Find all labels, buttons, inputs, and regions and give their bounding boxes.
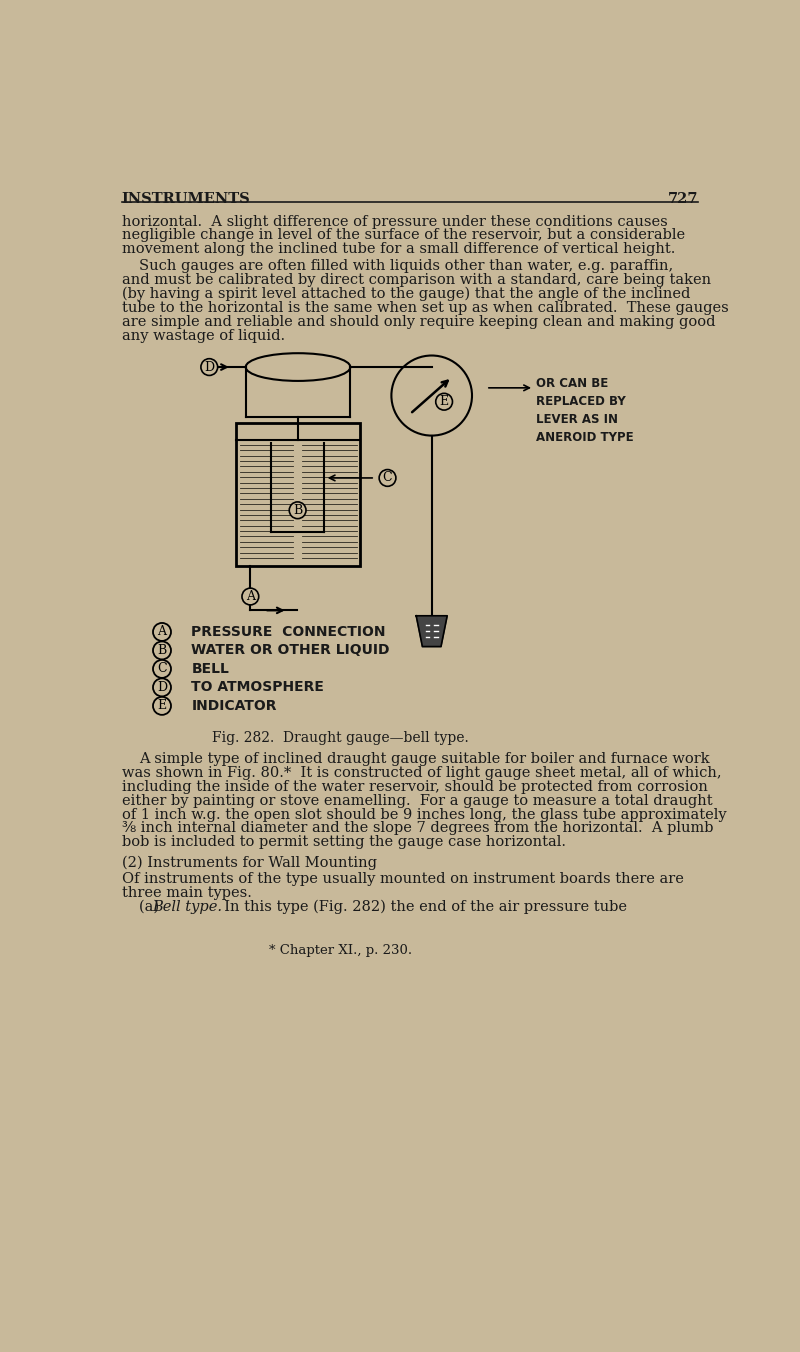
Text: negligible change in level of the surface of the reservoir, but a considerable: negligible change in level of the surfac… [122, 228, 685, 242]
Text: WATER OR OTHER LIQUID: WATER OR OTHER LIQUID [191, 644, 390, 657]
Text: * Chapter XI., p. 230.: * Chapter XI., p. 230. [269, 944, 412, 957]
Text: 727: 727 [668, 192, 698, 206]
Text: (2) Instruments for Wall Mounting: (2) Instruments for Wall Mounting [122, 856, 377, 869]
Text: E: E [439, 395, 449, 408]
Text: bob is included to permit setting the gauge case horizontal.: bob is included to permit setting the ga… [122, 836, 566, 849]
Text: Such gauges are often filled with liquids other than water, e.g. paraffin,: Such gauges are often filled with liquid… [138, 260, 673, 273]
Text: A simple type of inclined draught gauge suitable for boiler and furnace work: A simple type of inclined draught gauge … [138, 752, 710, 767]
Text: C: C [382, 472, 392, 484]
Text: INDICATOR: INDICATOR [191, 699, 277, 713]
Text: (by having a spirit level attached to the gauge) that the angle of the inclined: (by having a spirit level attached to th… [122, 287, 690, 301]
Text: was shown in Fig. 80.*  It is constructed of light gauge sheet metal, all of whi: was shown in Fig. 80.* It is constructed… [122, 767, 722, 780]
Text: movement along the inclined tube for a small difference of vertical height.: movement along the inclined tube for a s… [122, 242, 675, 257]
Text: A: A [246, 589, 255, 603]
Text: OR CAN BE
REPLACED BY
LEVER AS IN
ANEROID TYPE: OR CAN BE REPLACED BY LEVER AS IN ANEROI… [536, 377, 634, 443]
Text: any wastage of liquid.: any wastage of liquid. [122, 329, 285, 342]
Polygon shape [416, 615, 447, 646]
Bar [237, 423, 360, 565]
Text: Fig. 282.  Draught gauge—bell type.: Fig. 282. Draught gauge—bell type. [212, 730, 469, 745]
Text: PRESSURE  CONNECTION: PRESSURE CONNECTION [191, 625, 386, 639]
Text: BELL: BELL [191, 662, 230, 676]
Text: are simple and reliable and should only require keeping clean and making good: are simple and reliable and should only … [122, 315, 715, 329]
Text: horizontal.  A slight difference of pressure under these conditions causes: horizontal. A slight difference of press… [122, 215, 667, 228]
Text: A: A [158, 626, 166, 638]
Text: of 1 inch w.g. the open slot should be 9 inches long, the glass tube approximate: of 1 inch w.g. the open slot should be 9… [122, 807, 726, 822]
Text: three main types.: three main types. [122, 886, 251, 900]
Text: B: B [158, 644, 166, 657]
Text: B: B [293, 504, 302, 516]
Text: Bell type.: Bell type. [153, 900, 222, 914]
Text: ⅜ inch internal diameter and the slope 7 degrees from the horizontal.  A plumb: ⅜ inch internal diameter and the slope 7… [122, 822, 714, 836]
Text: In this type (Fig. 282) the end of the air pressure tube: In this type (Fig. 282) the end of the a… [214, 900, 626, 914]
Text: INSTRUMENTS: INSTRUMENTS [122, 192, 250, 206]
Text: D: D [204, 361, 214, 373]
Text: and must be calibrated by direct comparison with a standard, care being taken: and must be calibrated by direct compari… [122, 273, 711, 287]
Text: including the inside of the water reservoir, should be protected from corrosion: including the inside of the water reserv… [122, 780, 707, 794]
Text: either by painting or stove enamelling.  For a gauge to measure a total draught: either by painting or stove enamelling. … [122, 794, 712, 807]
Text: D: D [157, 681, 167, 694]
Text: E: E [158, 699, 166, 713]
Text: Of instruments of the type usually mounted on instrument boards there are: Of instruments of the type usually mount… [122, 872, 683, 886]
Text: (a): (a) [138, 900, 163, 914]
Text: C: C [157, 662, 167, 676]
Text: tube to the horizontal is the same when set up as when calibrated.  These gauges: tube to the horizontal is the same when … [122, 301, 729, 315]
Text: TO ATMOSPHERE: TO ATMOSPHERE [191, 680, 324, 695]
